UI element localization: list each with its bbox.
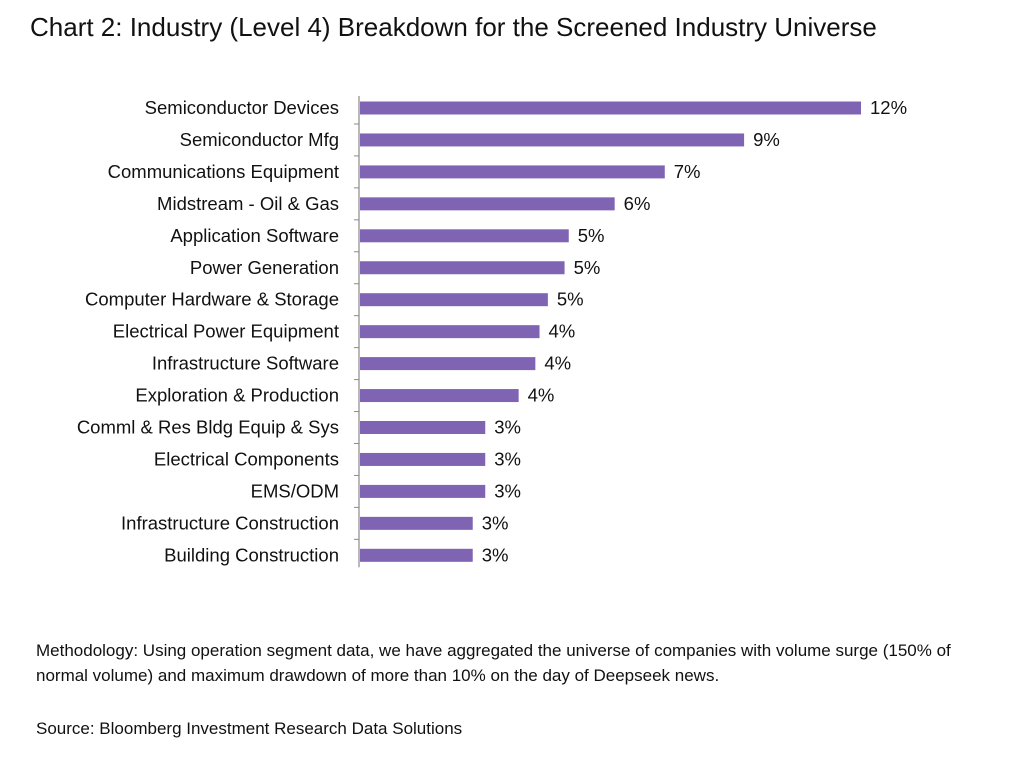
bar <box>360 165 665 179</box>
category-label: Communications Equipment <box>108 161 339 182</box>
category-label: Infrastructure Software <box>152 353 339 374</box>
category-label: Infrastructure Construction <box>121 512 339 533</box>
chart-title: Chart 2: Industry (Level 4) Breakdown fo… <box>30 12 877 42</box>
data-label: 4% <box>544 353 571 374</box>
data-label: 3% <box>494 448 521 469</box>
category-label: Electrical Components <box>154 448 339 469</box>
data-label: 5% <box>574 257 601 278</box>
bar <box>360 357 536 371</box>
source-note: Source: Bloomberg Investment Research Da… <box>36 719 463 738</box>
bar <box>360 484 486 498</box>
data-label: 3% <box>482 544 509 565</box>
data-label: 6% <box>624 193 651 214</box>
category-label: Midstream - Oil & Gas <box>157 193 339 214</box>
data-label: 4% <box>549 321 576 342</box>
data-label: 3% <box>494 480 521 501</box>
bar <box>360 421 486 434</box>
category-label: Computer Hardware & Storage <box>85 289 339 310</box>
bar <box>360 261 565 275</box>
bar <box>360 516 473 530</box>
data-label: 7% <box>674 161 701 182</box>
bar <box>360 452 486 466</box>
category-label: EMS/ODM <box>251 480 339 501</box>
category-label: Semiconductor Devices <box>145 97 339 118</box>
bar <box>360 229 569 243</box>
bar <box>360 133 745 147</box>
bar-chart: Semiconductor Devices 12% Semiconductor Mf… <box>77 96 907 568</box>
category-label: Building Construction <box>164 544 339 565</box>
bar <box>360 389 519 403</box>
category-label: Application Software <box>170 225 339 246</box>
data-label: 9% <box>753 129 780 150</box>
bar <box>360 101 861 115</box>
category-label: Exploration & Production <box>135 385 339 406</box>
bar <box>360 197 615 211</box>
data-label: 12% <box>870 97 907 118</box>
category-label: Comml & Res Bldg Equip & Sys <box>77 417 339 438</box>
bar <box>360 325 540 339</box>
data-label: 5% <box>578 225 605 246</box>
bar <box>360 293 548 307</box>
category-label: Electrical Power Equipment <box>113 321 339 342</box>
methodology-note: Methodology: Using operation segment dat… <box>36 641 951 685</box>
data-label: 3% <box>494 417 521 438</box>
category-label: Power Generation <box>190 257 339 278</box>
data-label: 5% <box>557 289 584 310</box>
data-label: 4% <box>528 385 555 406</box>
data-label: 3% <box>482 512 509 533</box>
bar <box>360 548 473 562</box>
category-label: Semiconductor Mfg <box>180 129 339 150</box>
